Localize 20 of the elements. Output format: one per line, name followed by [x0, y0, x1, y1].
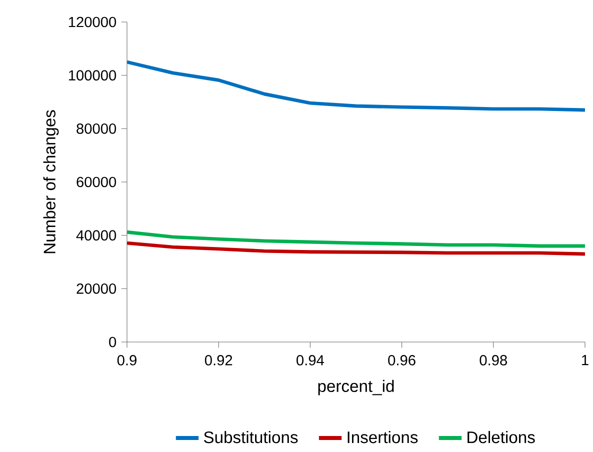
- x-tick-label: 0.92: [204, 355, 232, 366]
- x-tick-label: 0.9: [117, 355, 136, 366]
- y-tick-label: 60000: [76, 176, 116, 188]
- y-tick-label: 20000: [76, 284, 116, 294]
- y-tick-label: 40000: [76, 230, 116, 241]
- y-axis-title: Number of changes: [43, 110, 59, 254]
- y-tick-label: 120000: [68, 16, 116, 28]
- y-tick-label: 0: [109, 336, 116, 348]
- y-tick-label: 80000: [76, 124, 116, 134]
- legend-label: Deletions: [468, 430, 535, 444]
- x-tick-label: 0.96: [388, 355, 416, 366]
- x-tick-label: 0.94: [296, 355, 324, 366]
- x-tick-label: 1: [582, 355, 588, 366]
- line-series: [127, 60, 586, 112]
- legend-label: Insertions: [348, 430, 418, 444]
- y-tick-label: 100000: [68, 70, 116, 81]
- line-series: [127, 230, 586, 248]
- legend-label: Substitutions: [204, 430, 298, 444]
- x-tick-label: 0.98: [480, 355, 507, 366]
- x-axis-title: percent_id: [318, 380, 394, 396]
